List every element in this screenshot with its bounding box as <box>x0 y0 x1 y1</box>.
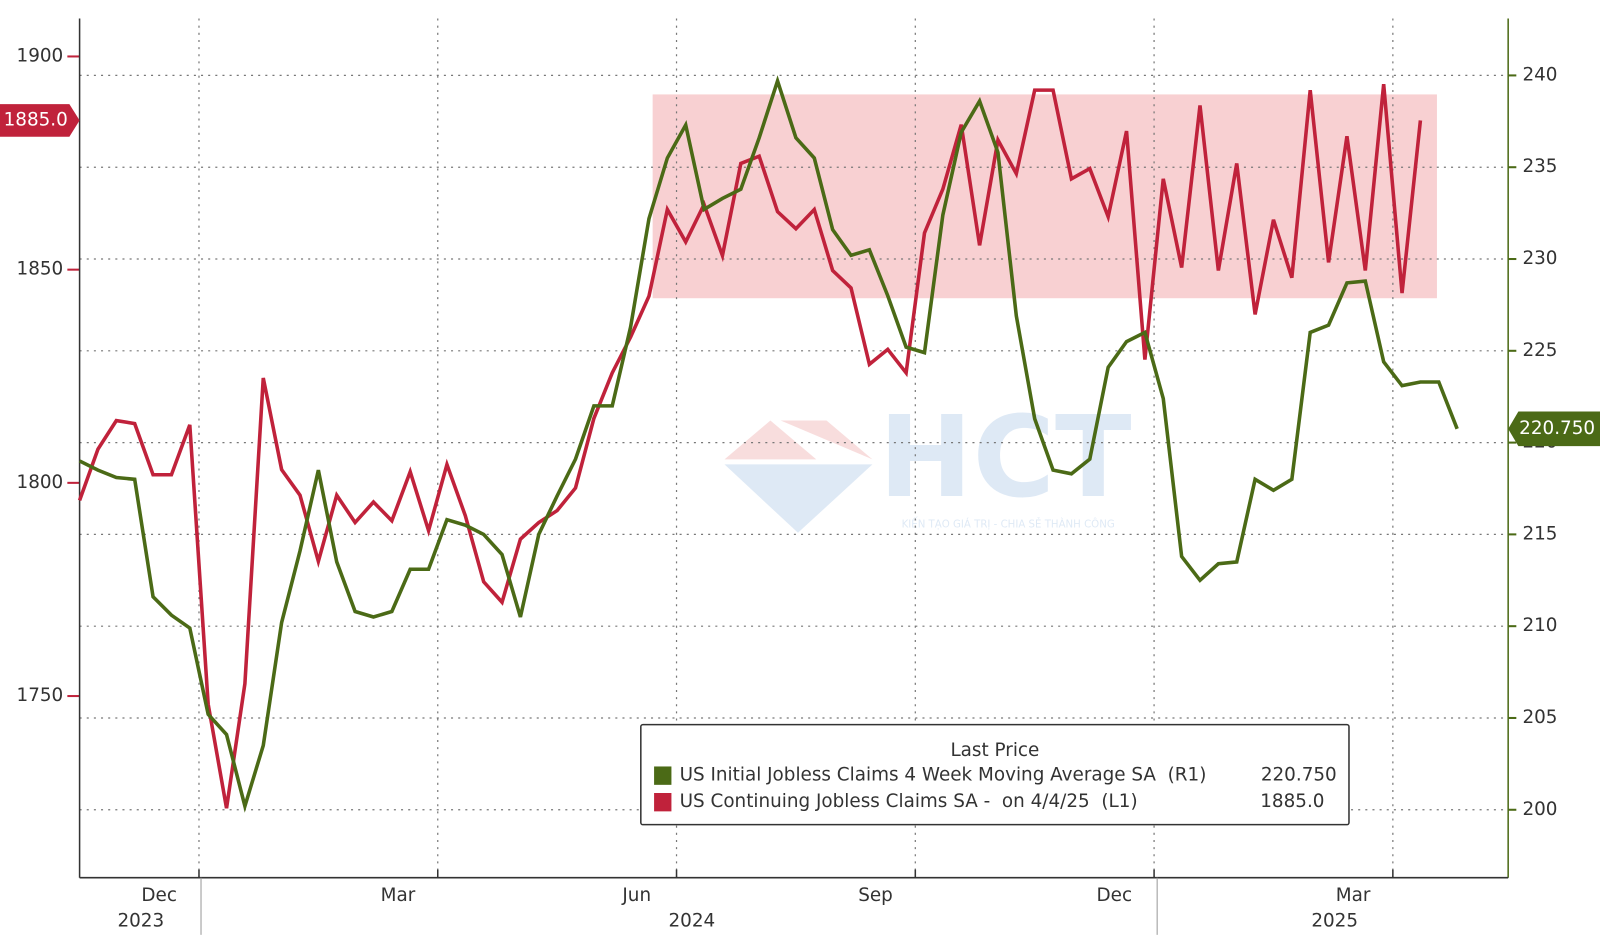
y2-tick-label: 235 <box>1522 156 1557 177</box>
legend-label: US Continuing Jobless Claims SA - on 4/4… <box>680 791 1138 812</box>
watermark-tagline: KIẾN TẠO GIÁ TRỊ - CHIA SẺ THÀNH CÔNG <box>902 517 1115 531</box>
legend-box <box>640 723 1350 826</box>
y-tick-label: 1750 <box>17 685 64 706</box>
last-price-tag <box>0 104 80 137</box>
watermark: HCT KIẾN TẠO GIÁ TRỊ - CHIA SẺ THÀNH CÔN… <box>724 393 1132 533</box>
watermark-shape <box>724 420 817 460</box>
legend-title: Last Price <box>950 740 1039 761</box>
legend-value: 1885.0 <box>1260 791 1324 812</box>
x-tick-label: Jun <box>621 885 651 906</box>
y-tick-label: 1850 <box>17 259 64 280</box>
y2-tick-label: 210 <box>1522 615 1557 636</box>
x-year-label: 2023 <box>117 911 164 932</box>
y2-tick-label: 205 <box>1522 707 1557 728</box>
x-tick-label: Mar <box>1336 885 1371 906</box>
legend-swatch <box>654 766 672 785</box>
last-price-label: 1885.0 <box>4 109 68 130</box>
y2-tick-label: 225 <box>1522 340 1557 361</box>
watermark-shape <box>724 464 873 533</box>
last-price-label: 220.750 <box>1519 418 1595 439</box>
series-line <box>78 75 1459 813</box>
x-tick-label: Mar <box>381 885 416 906</box>
y2-tick-label: 200 <box>1522 799 1557 820</box>
watermark-logo: HCT <box>879 393 1132 523</box>
y2-tick-label: 230 <box>1522 248 1557 269</box>
x-tick-label: Dec <box>141 885 177 906</box>
watermark-shape <box>780 420 873 460</box>
y2-tick-label: 215 <box>1522 523 1557 544</box>
legend-swatch <box>654 793 672 812</box>
x-year-label: 2024 <box>668 911 715 932</box>
highlight-band <box>652 94 1437 299</box>
legend-value: 220.750 <box>1261 765 1337 786</box>
x-tick-label: Dec <box>1097 885 1133 906</box>
last-price-tag <box>1508 411 1600 447</box>
y2-tick-label: 240 <box>1522 64 1557 85</box>
y-tick-label: 1900 <box>17 45 64 66</box>
y-tick-label: 1800 <box>17 472 64 493</box>
legend: Last Price US Initial Jobless Claims 4 We… <box>640 723 1350 826</box>
legend-label: US Initial Jobless Claims 4 Week Moving … <box>680 765 1207 786</box>
x-tick-label: Sep <box>858 885 893 906</box>
x-year-label: 2025 <box>1311 911 1358 932</box>
